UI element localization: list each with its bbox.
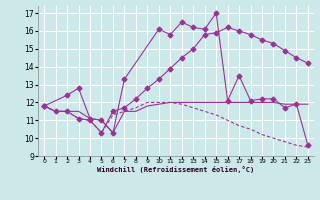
X-axis label: Windchill (Refroidissement éolien,°C): Windchill (Refroidissement éolien,°C) [97, 166, 255, 173]
